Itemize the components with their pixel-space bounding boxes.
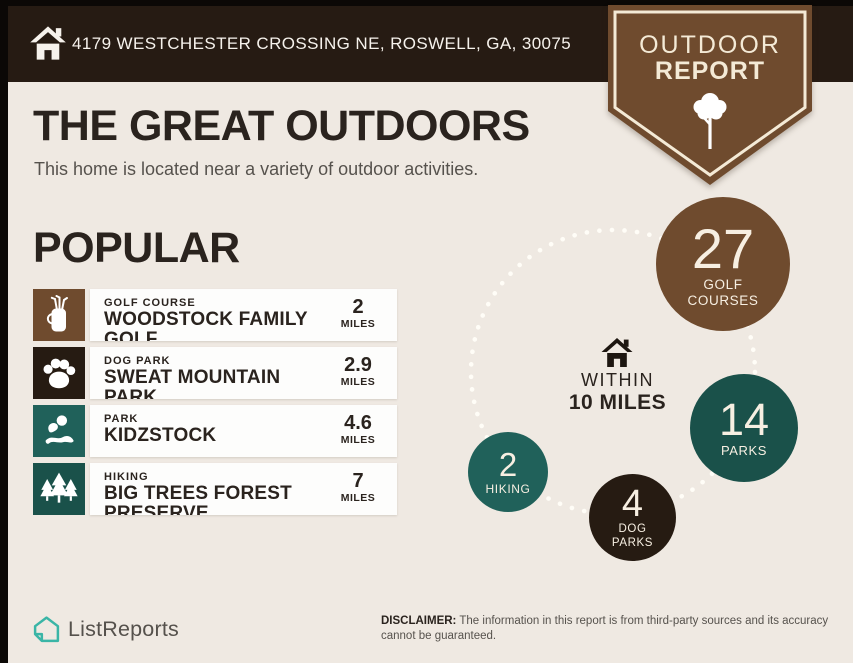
stat-label: DOG PARKS (611, 523, 654, 549)
playground-icon (45, 415, 74, 444)
stat-label: PARKS (720, 443, 768, 459)
place-name: WOODSTOCK FAMILY GOLF (104, 309, 308, 342)
stat-value: 2 (498, 446, 518, 484)
list-item-park: PARK KIDZSTOCK 4.6 MILES (33, 405, 397, 457)
home-icon (30, 26, 66, 60)
stat-circle-parks: 14 PARKS (690, 374, 798, 482)
distance-block: 7 MILES (327, 470, 389, 505)
golf-course-card: GOLF COURSE WOODSTOCK FAMILY GOLF 2 MILE… (90, 289, 397, 341)
disclaimer-text: DISCLAIMER: The information in this repo… (381, 615, 829, 642)
page-subtitle: This home is located near a variety of o… (34, 159, 479, 179)
stat-circle-dog-parks: 4 DOG PARKS (589, 474, 676, 561)
place-name: BIG TREES FOREST PRESERVE (104, 483, 292, 516)
listreports-brand-text: ListReports (68, 617, 179, 641)
category-label: GOLF COURSE (104, 297, 196, 309)
distance-block: 2.9 MILES (327, 354, 389, 389)
within-label: WITHIN (581, 370, 654, 390)
distance-value: 4.6 (344, 412, 372, 434)
distance-value: 7 (352, 470, 364, 492)
category-label: HIKING (104, 471, 149, 483)
stat-label: HIKING (485, 481, 531, 496)
distance-block: 2 MILES (327, 296, 389, 331)
tree-icon (693, 93, 727, 149)
stat-value: 14 (718, 394, 770, 446)
left-edge-strip (0, 0, 8, 663)
list-item-dog-park: DOG PARK SWEAT MOUNTAIN PARK 2.9 MILES (33, 347, 397, 399)
pine-trees-icon (40, 472, 78, 503)
list-item-hiking: HIKING BIG TREES FOREST PRESERVE 7 MILES (33, 463, 397, 515)
golf-tile (33, 289, 85, 341)
park-card: PARK KIDZSTOCK 4.6 MILES (90, 405, 397, 457)
radius-label: 10 MILES (568, 391, 667, 414)
popular-heading: POPULAR (33, 224, 240, 272)
property-address: 4179 WESTCHESTER CROSSING NE, ROSWELL, G… (72, 34, 572, 53)
stat-circle-hiking: 2 HIKING (468, 432, 548, 512)
badge-title-line1: OUTDOOR (639, 31, 781, 59)
golf-bag-icon (46, 295, 68, 332)
distance-value: 2 (352, 296, 364, 318)
dog-park-card: DOG PARK SWEAT MOUNTAIN PARK 2.9 MILES (90, 347, 397, 399)
stat-circle-golf-courses: 27 GOLF COURSES (656, 197, 790, 331)
badge-title-line2: REPORT (654, 57, 766, 85)
distance-value: 2.9 (344, 354, 372, 376)
category-label: DOG PARK (104, 355, 171, 367)
stat-value: 4 (621, 482, 644, 525)
listreports-logo-icon (33, 616, 60, 643)
list-item-golf-course: GOLF COURSE WOODSTOCK FAMILY GOLF 2 MILE… (33, 289, 397, 341)
distance-unit: MILES (340, 376, 376, 388)
hiking-card: HIKING BIG TREES FOREST PRESERVE 7 MILES (90, 463, 397, 515)
category-label: PARK (104, 413, 139, 425)
distance-unit: MILES (340, 318, 376, 330)
hiking-tile (33, 463, 85, 515)
dog-park-tile (33, 347, 85, 399)
park-tile (33, 405, 85, 457)
paw-icon (43, 358, 76, 388)
distance-unit: MILES (340, 434, 376, 446)
stat-value: 27 (691, 216, 755, 280)
home-icon (601, 338, 633, 367)
stat-label: GOLF COURSES (687, 276, 759, 308)
distance-unit: MILES (340, 492, 376, 504)
place-name: KIDZSTOCK (104, 425, 217, 446)
top-edge-strip (0, 0, 853, 6)
place-name: SWEAT MOUNTAIN PARK (104, 367, 281, 400)
disclaimer-label: DISCLAIMER: (381, 615, 457, 627)
page-title: THE GREAT OUTDOORS (33, 102, 530, 150)
distance-block: 4.6 MILES (327, 412, 389, 447)
outdoor-report-badge: OUTDOOR REPORT (608, 5, 812, 186)
